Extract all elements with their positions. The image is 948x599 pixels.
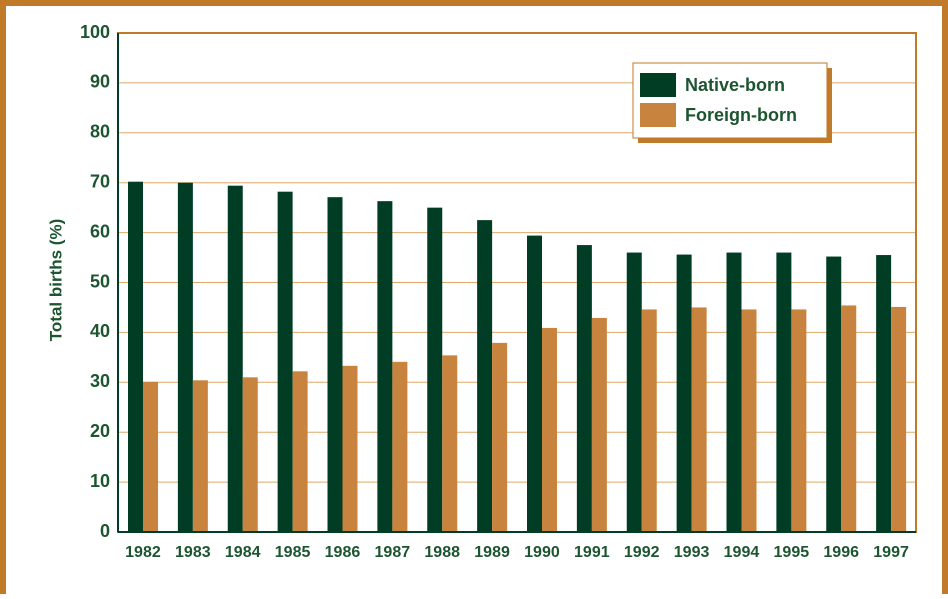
bar — [227, 185, 243, 532]
x-tick-label: 1985 — [275, 544, 311, 561]
bar — [392, 361, 408, 532]
legend-swatch — [640, 103, 676, 127]
bar — [527, 235, 542, 532]
legend-swatch — [640, 73, 676, 97]
bar — [726, 252, 742, 532]
bar — [626, 252, 642, 532]
y-axis-label: Total births (%) — [46, 219, 65, 341]
x-tick-label: 1983 — [175, 544, 211, 561]
bar — [891, 306, 907, 532]
bar — [641, 309, 657, 532]
bar — [242, 377, 258, 532]
y-tick-label: 40 — [90, 321, 110, 341]
bar — [791, 309, 807, 532]
bar — [442, 355, 458, 532]
bar — [691, 307, 707, 532]
y-tick-label: 70 — [90, 171, 110, 191]
bar — [192, 380, 208, 532]
y-tick-label: 10 — [90, 471, 110, 491]
bar — [277, 191, 293, 532]
bar — [427, 207, 443, 532]
bar — [292, 371, 308, 532]
x-tick-label: 1992 — [624, 544, 660, 561]
bar — [342, 365, 358, 532]
x-tick-label: 1984 — [225, 544, 261, 561]
bar — [591, 317, 607, 532]
y-tick-label: 30 — [90, 371, 110, 391]
bar — [826, 256, 842, 532]
bar — [128, 181, 143, 532]
bar — [542, 327, 557, 532]
y-tick-label: 80 — [90, 122, 110, 142]
bar — [477, 220, 493, 532]
legend-label: Foreign-born — [685, 105, 797, 125]
x-tick-label: 1982 — [125, 544, 161, 561]
bar — [741, 309, 757, 532]
x-tick-label: 1995 — [774, 544, 810, 561]
x-tick-label: 1993 — [674, 544, 710, 561]
y-tick-label: 100 — [80, 22, 110, 42]
bar — [876, 255, 892, 532]
y-tick-label: 60 — [90, 221, 110, 241]
y-tick-label: 20 — [90, 421, 110, 441]
bar — [492, 342, 508, 532]
bar — [143, 381, 158, 532]
x-tick-label: 1988 — [424, 544, 460, 561]
x-tick-label: 1989 — [474, 544, 510, 561]
bar — [377, 201, 393, 532]
x-tick-label: 1991 — [574, 544, 610, 561]
y-tick-label: 90 — [90, 72, 110, 92]
bar — [327, 197, 343, 532]
y-tick-label: 0 — [100, 521, 110, 541]
x-tick-label: 1986 — [325, 544, 361, 561]
bar — [841, 305, 857, 532]
bar — [676, 254, 692, 532]
y-tick-label: 50 — [90, 271, 110, 291]
x-tick-label: 1987 — [375, 544, 411, 561]
x-tick-label: 1990 — [524, 544, 560, 561]
legend-label: Native-born — [685, 75, 785, 95]
x-tick-label: 1997 — [873, 544, 909, 561]
bar — [776, 252, 792, 532]
bar — [576, 245, 592, 532]
x-tick-label: 1996 — [823, 544, 859, 561]
bar — [177, 182, 193, 532]
x-tick-label: 1994 — [724, 544, 760, 561]
